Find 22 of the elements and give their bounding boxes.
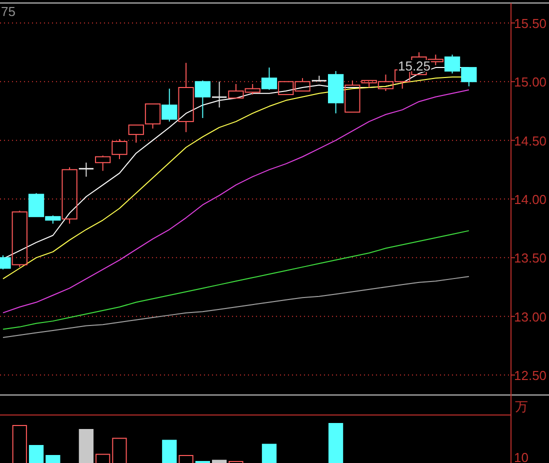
- candlestick: [212, 81, 227, 108]
- bar: [328, 423, 344, 463]
- y-axis-title: 万: [515, 399, 528, 414]
- annotation: 75: [1, 4, 16, 19]
- text: 10: [514, 450, 528, 463]
- y-tick-label: 15.50: [514, 16, 547, 31]
- bar: [262, 444, 277, 463]
- bar: [28, 445, 44, 463]
- line-series: [2, 276, 470, 338]
- y-tick-label: 14.00: [514, 192, 547, 207]
- y-tick-label: 14.50: [514, 133, 547, 148]
- line-series: [2, 230, 470, 330]
- bar: [46, 455, 60, 463]
- y-tick-label: 13.50: [514, 250, 547, 266]
- bar: [212, 460, 227, 463]
- line-series: [2, 89, 470, 314]
- y-tick-label: 12.50: [514, 368, 547, 384]
- y-tick-label: 13.00: [514, 309, 547, 324]
- y-tick-label: 15.00: [514, 74, 547, 90]
- bar: [78, 429, 94, 463]
- bar: [162, 440, 177, 463]
- candlestick: [178, 62, 194, 133]
